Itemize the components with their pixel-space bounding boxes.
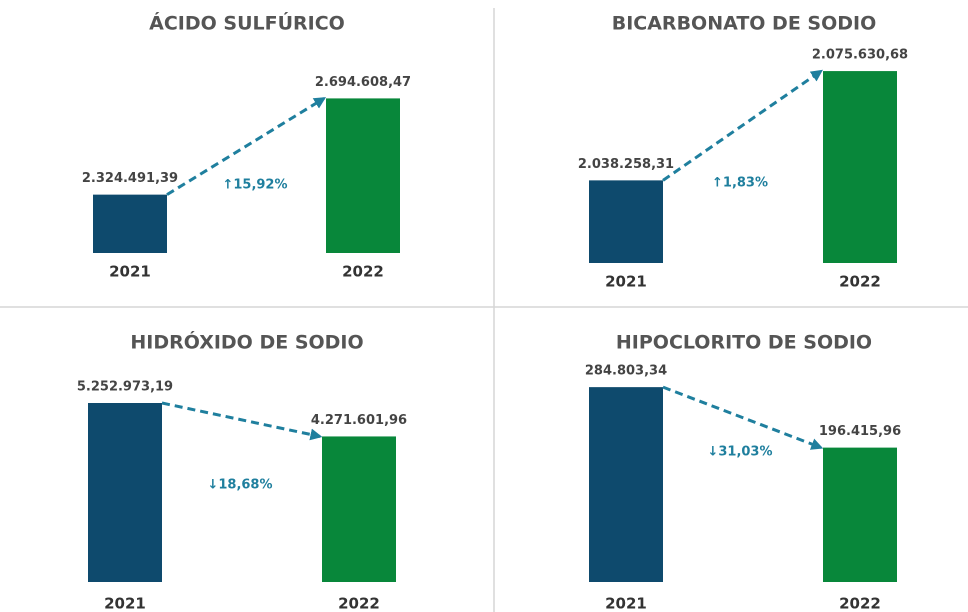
chart-title: ÁCIDO SULFÚRICO (149, 11, 345, 35)
x-tick-label: 2021 (605, 273, 647, 291)
x-tick-label: 2022 (338, 595, 380, 612)
trend-arrow (662, 385, 824, 450)
x-tick-label: 2021 (109, 263, 151, 281)
change-annotation: ↑1,83% (712, 176, 768, 191)
value-label: 2.694.608,47 (315, 75, 411, 90)
value-label: 4.271.601,96 (311, 413, 407, 428)
x-tick-label: 2022 (342, 263, 384, 281)
trend-arrow (662, 69, 823, 182)
bar (88, 403, 162, 582)
bar (589, 180, 663, 263)
change-annotation: ↓31,03% (707, 445, 772, 460)
chart-title: HIDRÓXIDO DE SODIO (130, 330, 363, 354)
chart-title: BICARBONATO DE SODIO (612, 13, 877, 35)
x-tick-label: 2021 (104, 595, 146, 612)
value-label: 5.252.973,19 (77, 380, 173, 395)
value-label: 2.038.258,31 (578, 157, 674, 172)
change-annotation: ↑15,92% (222, 178, 287, 193)
trend-arrow (166, 97, 327, 196)
value-label: 196.415,96 (819, 424, 901, 439)
x-tick-label: 2021 (605, 595, 647, 612)
value-label: 2.324.491,39 (82, 171, 178, 186)
trend-arrow (161, 401, 323, 441)
x-tick-label: 2022 (839, 273, 881, 291)
x-tick-label: 2022 (839, 595, 881, 612)
bar (93, 194, 167, 253)
chart-title: HIPOCLORITO DE SODIO (616, 332, 872, 354)
bar (326, 98, 400, 253)
bar (823, 71, 897, 263)
change-annotation: ↓18,68% (207, 478, 272, 493)
value-label: 2.075.630,68 (812, 48, 908, 63)
bar (589, 387, 663, 582)
bar (322, 436, 396, 582)
bar (823, 447, 897, 582)
value-label: 284.803,34 (585, 364, 667, 379)
